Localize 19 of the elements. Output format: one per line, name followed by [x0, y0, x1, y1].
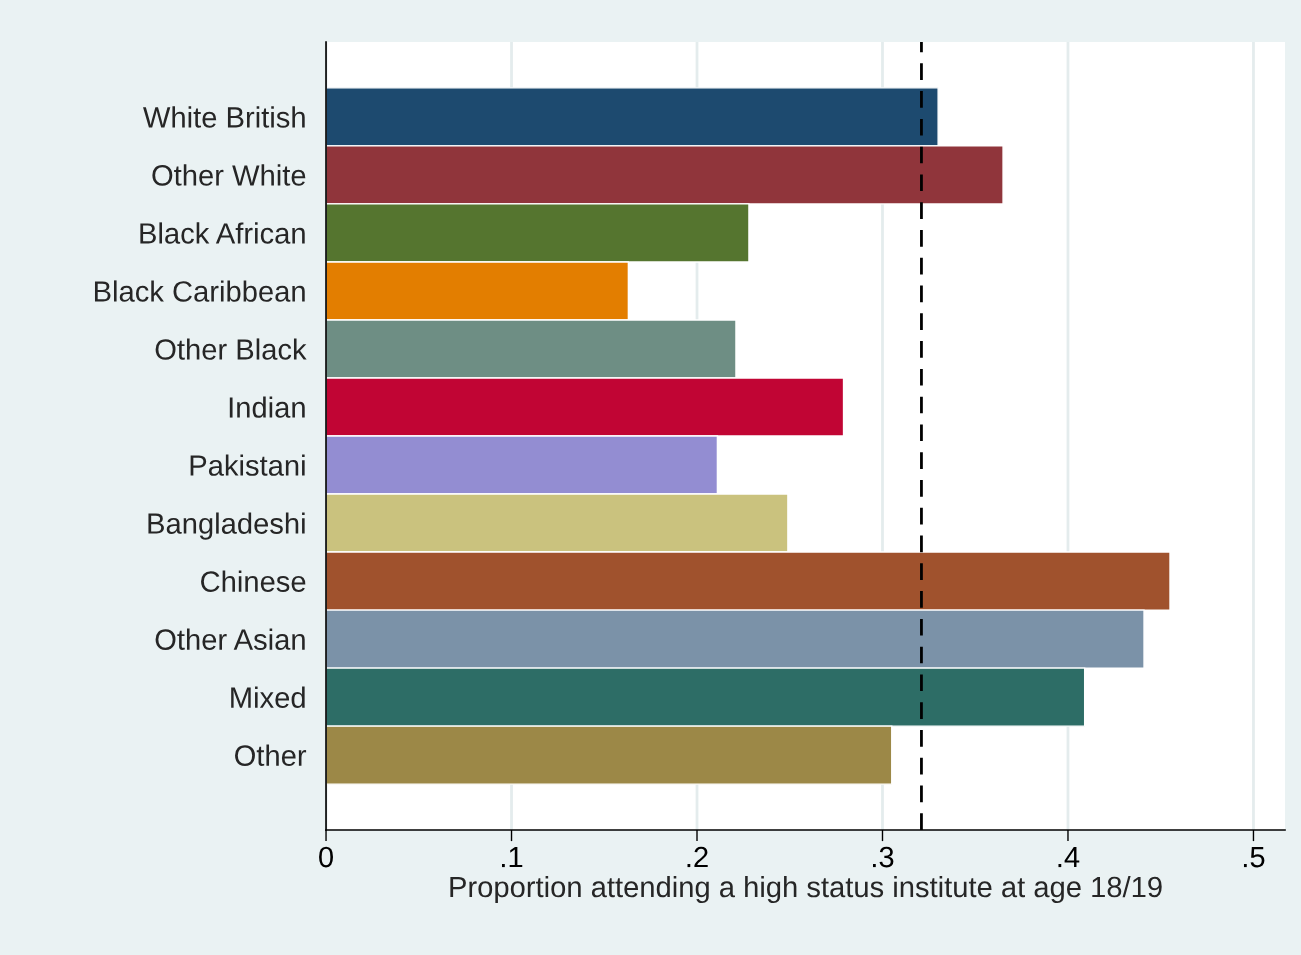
x-tick-label: .5 — [1243, 847, 1265, 868]
y-tick-label: Chinese — [201, 570, 306, 592]
y-tick-label: Black African — [140, 222, 305, 244]
y-tick-label: Other White — [152, 164, 306, 186]
x-tick-label: .4 — [1058, 847, 1080, 868]
x-tick-label: 0 — [319, 846, 333, 868]
y-tick-label: Other Asian — [155, 628, 305, 650]
x-axis-title: Proportion attending a high status institute at age 18/19 — [450, 875, 1162, 904]
y-tick-label: Pakistani — [190, 454, 305, 476]
x-tick-label: .2 — [687, 846, 708, 868]
y-tick-label: Mixed — [231, 686, 305, 708]
y-tick-label: Indian — [229, 396, 305, 418]
y-tick-label: Bangladeshi — [148, 512, 305, 540]
y-tick-label: Black Caribbean — [94, 280, 305, 302]
y-tick-label: Other — [235, 744, 307, 766]
x-tick-label: .1 — [502, 847, 523, 868]
x-tick-label: .3 — [872, 846, 894, 868]
y-tick-label: Other Black — [155, 338, 307, 360]
y-tick-label: White British — [143, 106, 305, 128]
